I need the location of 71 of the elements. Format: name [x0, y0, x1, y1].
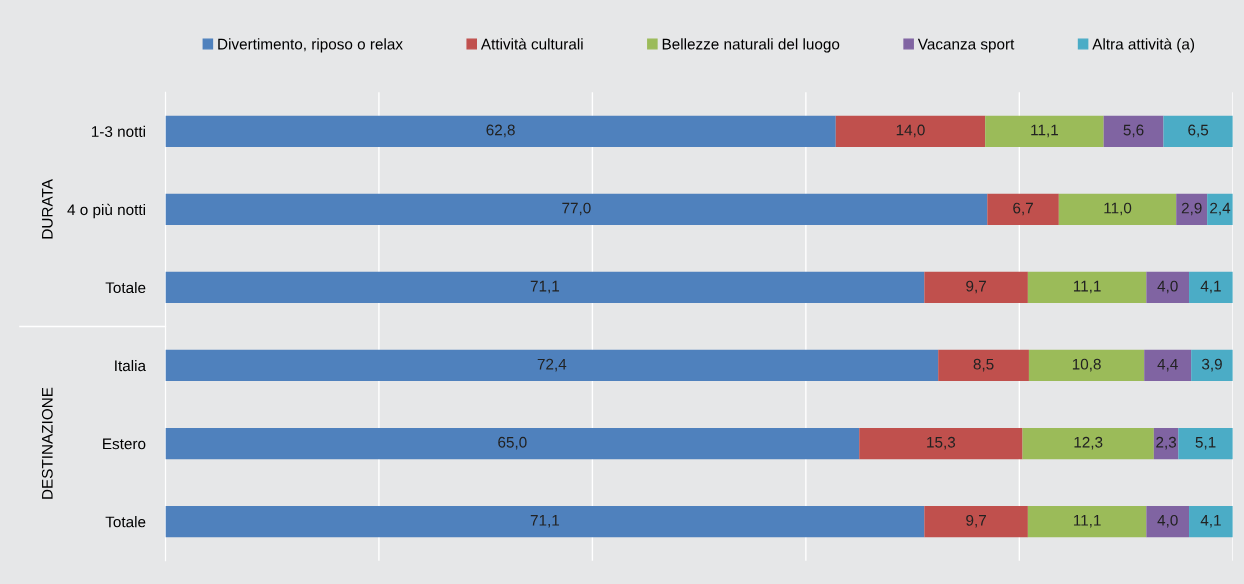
legend-label: Divertimento, riposo o relax — [218, 38, 403, 53]
data-label: 4,1 — [1200, 280, 1221, 294]
data-label: 77,0 — [562, 202, 591, 216]
legend-label: Bellezze naturali del luogo — [662, 38, 840, 53]
data-label: 11,1 — [1073, 515, 1101, 528]
bar — [859, 427, 1023, 460]
bar — [165, 427, 860, 460]
legend-label: Altra attività (a) — [1092, 38, 1195, 53]
bar — [987, 193, 1059, 225]
y-tick-label: Totale — [105, 516, 146, 528]
bar — [165, 349, 939, 382]
data-label: 15,3 — [927, 436, 956, 450]
bar — [1146, 271, 1190, 304]
bar — [1191, 349, 1233, 382]
data-label: 9,7 — [966, 280, 986, 294]
bar — [835, 115, 986, 147]
data-label: 4,1 — [1200, 515, 1221, 528]
bar — [1103, 115, 1164, 147]
data-label: 71,1 — [530, 515, 560, 528]
bar — [1189, 506, 1233, 538]
data-label: 2,9 — [1181, 202, 1202, 216]
bar — [165, 506, 925, 538]
data-label: 2,3 — [1156, 436, 1177, 450]
bar — [1144, 349, 1192, 382]
y-tick-label: Italia — [115, 359, 147, 372]
data-label: 10,8 — [1072, 358, 1101, 372]
bar — [1176, 193, 1208, 225]
y-tick-label: 4 o più notti — [67, 203, 145, 219]
data-label: 5,6 — [1123, 124, 1144, 138]
data-label: 4,0 — [1157, 280, 1178, 294]
data-label: 12,3 — [1074, 436, 1103, 450]
data-label: 4,4 — [1157, 358, 1178, 372]
legend-label: Vacanza sport — [917, 38, 1015, 53]
bar — [165, 115, 836, 147]
bar — [924, 506, 1028, 538]
data-label: 4,0 — [1157, 514, 1178, 528]
bar — [1027, 271, 1147, 304]
data-label: 72,4 — [537, 358, 567, 372]
bar — [1027, 506, 1147, 538]
bar — [985, 115, 1104, 147]
data-label: 65,0 — [498, 436, 527, 450]
bar — [165, 193, 988, 225]
data-label: 6,5 — [1188, 124, 1209, 138]
text: DURATA — [42, 179, 53, 239]
data-label: 2,4 — [1210, 202, 1231, 216]
y-tick-label: Totale — [105, 281, 146, 294]
legend-label: Attività culturali — [480, 38, 583, 50]
data-label: 71,1 — [530, 280, 560, 294]
bar — [1022, 427, 1154, 460]
data-label: 5,1 — [1195, 436, 1216, 450]
bar — [1058, 193, 1177, 225]
bar — [1189, 271, 1233, 304]
bar — [1178, 427, 1233, 460]
bar — [1146, 506, 1190, 538]
y-tick-label: Estero — [103, 438, 146, 450]
data-label: 62,8 — [486, 124, 515, 138]
y-tick-label: 1-3 notti — [91, 125, 145, 137]
data-label: 11,1 — [1073, 280, 1101, 294]
data-label: 6,7 — [1013, 202, 1033, 216]
data-label: 9,7 — [966, 514, 986, 528]
bar — [924, 271, 1028, 304]
data-label: 14,0 — [896, 124, 925, 138]
data-label: 8,5 — [973, 358, 994, 372]
text: DESTINAZIONE — [41, 387, 53, 499]
bar — [1163, 115, 1233, 147]
bar — [1028, 349, 1145, 382]
data-label: 11,1 — [1031, 124, 1058, 138]
data-label: 11,0 — [1104, 202, 1132, 216]
data-label: 3,9 — [1201, 358, 1222, 372]
bar — [938, 349, 1029, 382]
bar — [165, 271, 925, 304]
